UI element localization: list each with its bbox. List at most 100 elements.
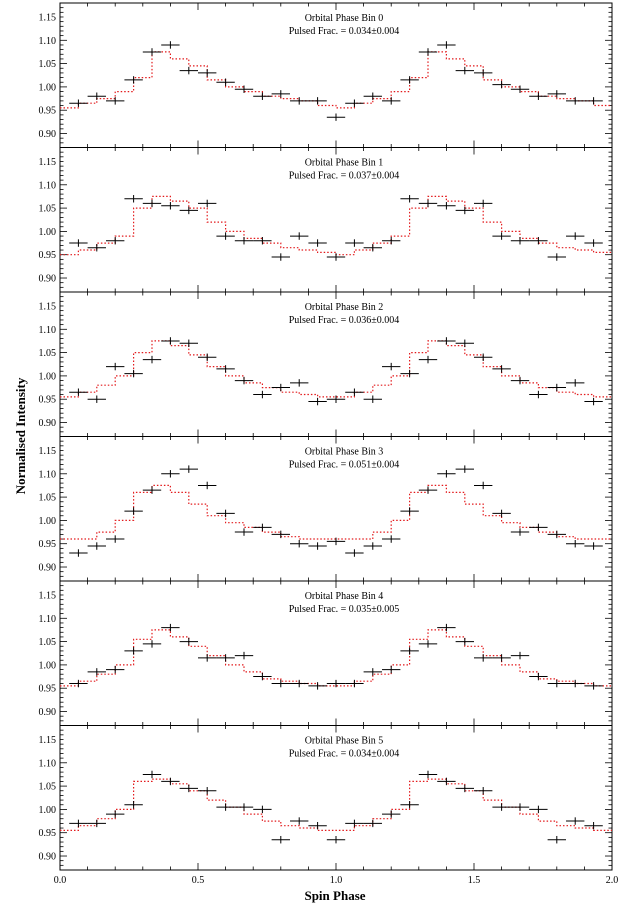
data-point — [271, 90, 290, 98]
data-point — [290, 539, 309, 548]
panel-title: Orbital Phase Bin 4 — [305, 591, 384, 602]
data-point — [69, 388, 88, 396]
panel-3: 0.90 0.95 1.00 1.05 1.10 1.15 Orbital Phase Bi… — [39, 436, 613, 582]
y-tick-label: 1.15 — [39, 735, 57, 746]
y-tick-label: 1.10 — [39, 180, 57, 191]
data-point — [142, 640, 162, 648]
data-point — [87, 243, 106, 252]
data-point — [492, 803, 511, 811]
panel-title: Orbital Phase Bin 5 — [305, 736, 384, 747]
data-point — [106, 236, 125, 245]
data-point — [253, 523, 272, 532]
y-tick-label: 0.95 — [39, 250, 57, 261]
data-point — [418, 486, 438, 494]
y-tick-label: 1.05 — [39, 637, 57, 648]
data-point — [510, 651, 530, 660]
data-point — [400, 507, 419, 515]
data-point — [290, 679, 309, 688]
data-point — [216, 803, 235, 811]
data-point — [253, 236, 272, 245]
data-point — [198, 654, 217, 662]
model-series — [60, 51, 612, 109]
y-tick-label: 0.90 — [39, 707, 57, 718]
data-point — [382, 362, 401, 371]
panel-frame — [59, 147, 613, 293]
data-point — [455, 66, 474, 75]
panel-subtitle: Pulsed Frac. = 0.035±0.005 — [289, 604, 400, 615]
data-point — [345, 549, 364, 557]
data-point — [382, 665, 401, 674]
data-point — [87, 92, 106, 100]
data-point — [418, 199, 438, 208]
data-point — [529, 92, 548, 100]
data-point — [69, 679, 88, 688]
data-point — [161, 202, 180, 210]
data-point — [584, 821, 603, 830]
data-point — [326, 679, 346, 688]
data-point — [234, 85, 254, 93]
data-point — [106, 97, 125, 105]
data-point — [326, 253, 346, 261]
data-point — [418, 355, 438, 364]
model-series — [60, 195, 612, 256]
data-point — [400, 369, 419, 378]
data-point — [345, 679, 364, 688]
data-point — [492, 232, 511, 240]
data-point — [142, 355, 162, 364]
data-point — [510, 236, 530, 245]
data-point — [400, 195, 419, 203]
data-point — [455, 206, 474, 215]
y-tick-label: 0.90 — [39, 852, 57, 863]
y-tick-label: 1.10 — [39, 614, 57, 625]
data-point — [326, 835, 346, 844]
data-point — [547, 253, 566, 261]
y-tick-label: 1.00 — [39, 805, 57, 816]
data-point — [234, 236, 254, 245]
data-point — [584, 397, 603, 406]
data-point — [566, 679, 585, 688]
y-tick-label: 1.15 — [39, 157, 57, 168]
data-point — [216, 365, 235, 373]
y-tick-label: 1.05 — [39, 59, 57, 70]
data-point — [271, 383, 290, 392]
data-point — [253, 390, 272, 399]
y-tick-label: 1.05 — [39, 493, 57, 504]
data-point — [510, 803, 530, 811]
data-point — [124, 369, 143, 378]
data-point — [474, 787, 493, 795]
data-point — [271, 679, 290, 688]
data-point — [547, 90, 566, 98]
data-point — [308, 397, 327, 406]
data-point — [290, 232, 309, 240]
data-point — [234, 528, 254, 536]
x-tick-label: 1.5 — [468, 875, 481, 886]
x-tick-label: 1.0 — [330, 875, 343, 886]
data-point — [455, 637, 474, 646]
data-point — [363, 92, 382, 100]
data-point — [216, 509, 235, 518]
data-point — [529, 805, 548, 814]
data-point — [216, 654, 235, 662]
y-tick-label: 1.00 — [39, 82, 57, 93]
data-point — [584, 239, 603, 247]
panel-frame — [59, 291, 613, 437]
data-point — [69, 819, 88, 828]
data-point — [290, 379, 309, 387]
data-point — [345, 388, 364, 396]
panel-title: Orbital Phase Bin 1 — [305, 158, 384, 169]
y-tick-label: 1.05 — [39, 348, 57, 359]
data-point — [179, 784, 198, 793]
data-point — [326, 395, 346, 403]
data-point — [547, 679, 566, 688]
data-point — [69, 99, 88, 107]
data-point — [142, 770, 162, 779]
panel-subtitle: Pulsed Frac. = 0.034±0.004 — [289, 26, 400, 37]
panel-subtitle: Pulsed Frac. = 0.034±0.004 — [289, 749, 400, 760]
model-series — [60, 340, 612, 398]
data-point — [124, 195, 143, 203]
data-point — [87, 395, 106, 403]
data-point — [363, 668, 382, 676]
data-point — [308, 542, 327, 550]
data-point — [474, 654, 493, 662]
data-point — [124, 507, 143, 515]
